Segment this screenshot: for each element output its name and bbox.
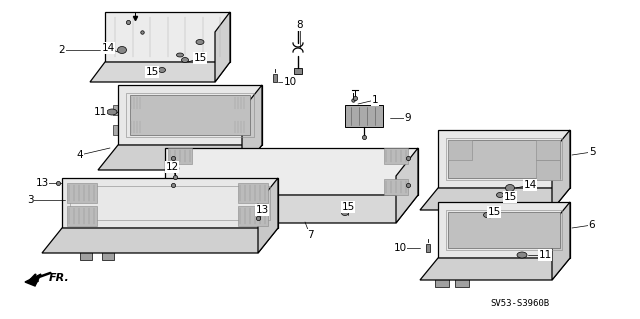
Polygon shape — [238, 206, 268, 226]
Polygon shape — [258, 178, 278, 253]
Bar — [273, 74, 277, 82]
Polygon shape — [420, 258, 570, 280]
Ellipse shape — [159, 68, 166, 72]
Ellipse shape — [517, 252, 527, 258]
Text: 13: 13 — [35, 178, 49, 188]
Polygon shape — [420, 188, 570, 210]
Text: 15: 15 — [145, 67, 159, 77]
Text: SV53-S3960B: SV53-S3960B — [490, 299, 549, 308]
Polygon shape — [67, 183, 97, 203]
Polygon shape — [130, 95, 250, 135]
Ellipse shape — [497, 192, 504, 197]
Ellipse shape — [118, 47, 127, 54]
Text: 8: 8 — [297, 20, 303, 30]
Polygon shape — [98, 145, 262, 170]
Bar — [435, 275, 449, 287]
Text: 1: 1 — [372, 95, 378, 105]
Text: 6: 6 — [589, 220, 595, 230]
Text: 11: 11 — [93, 107, 107, 117]
Polygon shape — [105, 12, 230, 62]
Polygon shape — [168, 179, 192, 195]
Polygon shape — [448, 212, 560, 248]
Text: 15: 15 — [193, 53, 207, 63]
Polygon shape — [90, 62, 230, 82]
Text: 2: 2 — [59, 45, 65, 55]
Text: 12: 12 — [165, 162, 179, 172]
Polygon shape — [165, 148, 418, 195]
Polygon shape — [67, 206, 97, 226]
Text: FR.: FR. — [49, 273, 70, 283]
Text: 5: 5 — [589, 147, 595, 157]
Text: 3: 3 — [27, 195, 33, 205]
Bar — [113, 105, 121, 115]
Bar — [113, 125, 121, 135]
Text: 11: 11 — [538, 250, 552, 260]
Polygon shape — [62, 178, 278, 228]
Polygon shape — [25, 274, 41, 286]
Text: 14: 14 — [524, 180, 536, 190]
Polygon shape — [536, 140, 560, 160]
Text: 7: 7 — [307, 230, 314, 240]
Ellipse shape — [483, 212, 490, 218]
Polygon shape — [168, 148, 192, 164]
Polygon shape — [42, 228, 278, 253]
Polygon shape — [238, 183, 268, 203]
Ellipse shape — [182, 57, 189, 63]
Polygon shape — [215, 12, 230, 82]
Polygon shape — [345, 105, 383, 127]
Text: 15: 15 — [504, 192, 516, 202]
Text: 15: 15 — [488, 207, 500, 217]
Text: 9: 9 — [404, 113, 412, 123]
Bar — [102, 250, 114, 260]
Ellipse shape — [196, 40, 204, 44]
Text: 4: 4 — [77, 150, 83, 160]
Polygon shape — [384, 179, 408, 195]
Polygon shape — [384, 148, 408, 164]
Bar — [426, 244, 430, 252]
Polygon shape — [438, 202, 570, 258]
Text: 10: 10 — [394, 243, 406, 253]
Polygon shape — [118, 85, 262, 145]
Polygon shape — [448, 140, 560, 178]
Bar — [455, 275, 469, 287]
Polygon shape — [536, 160, 560, 180]
Ellipse shape — [177, 53, 184, 57]
Text: 13: 13 — [255, 205, 269, 215]
Bar — [294, 68, 302, 74]
Polygon shape — [448, 140, 472, 160]
Polygon shape — [552, 130, 570, 210]
Text: 10: 10 — [284, 77, 296, 87]
Ellipse shape — [506, 184, 515, 191]
Polygon shape — [552, 202, 570, 280]
Ellipse shape — [107, 109, 117, 115]
Bar — [80, 250, 92, 260]
Text: 14: 14 — [101, 43, 115, 53]
Polygon shape — [143, 195, 418, 223]
Polygon shape — [396, 148, 418, 223]
Text: 15: 15 — [341, 202, 355, 212]
Polygon shape — [438, 130, 570, 188]
Polygon shape — [242, 85, 262, 170]
Ellipse shape — [342, 211, 349, 216]
